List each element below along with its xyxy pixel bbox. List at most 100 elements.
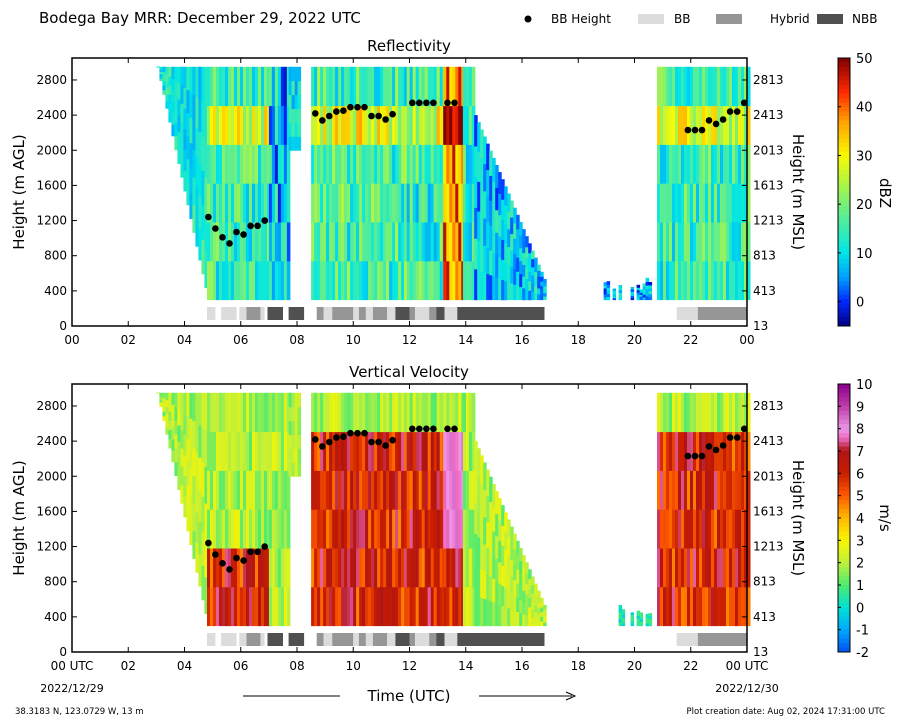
colorbar-tick-label: 3 [856,534,864,549]
colorbar-segment [838,602,850,608]
bb-type-segment [260,633,265,646]
velocity-cell [462,586,467,627]
velocity-cell [258,586,262,627]
velocity-cell [687,586,691,627]
bb-height-point [326,112,333,120]
reflectivity-cell [401,105,405,145]
velocity-cell [465,509,470,549]
reflectivity-cell [537,282,541,289]
reflectivity-cell [433,260,438,301]
velocity-cell [495,491,499,514]
reflectivity-cell [483,190,487,219]
velocity-cell [386,392,390,433]
bb-type-segment [239,307,247,320]
reflectivity-cell [507,264,511,283]
velocity-cell [418,470,423,510]
bb-height-point [333,108,340,115]
velocity-cell [317,586,321,627]
velocity-cell [347,470,351,510]
reflectivity-cell [297,94,302,109]
colorbar-segment [838,267,850,273]
colorbar-tick-label: 8 [856,423,864,438]
velocity-cell [258,548,262,588]
velocity-cell [498,540,502,563]
reflectivity-cell [359,144,363,184]
reflectivity-cell [389,260,393,301]
velocity-cell [386,548,390,588]
velocity-cell [317,392,321,433]
velocity-cell [741,392,745,433]
reflectivity-cell [458,260,462,301]
velocity-cell [277,509,282,549]
reflectivity-cell [474,268,478,301]
velocity-cell [436,431,441,471]
velocity-cell [171,404,175,417]
reflectivity-cell [639,296,644,299]
reflectivity-cell [271,105,276,145]
colorbar-segment [838,482,850,488]
reflectivity-cell [368,260,372,301]
velocity-cell [392,431,396,471]
bb-type-segment [323,307,333,320]
x-tick-label: 18 [571,333,586,347]
bb-height-point [416,425,423,433]
colorbar-segment [838,71,850,77]
reflectivity-cell [696,183,700,223]
velocity-cell [261,392,265,433]
reflectivity-cell [314,260,318,301]
reflectivity-cell [368,183,372,223]
velocity-cell [663,586,667,627]
colorbar-segment [838,165,850,171]
velocity-cell [268,431,273,471]
reflectivity-cell [455,144,459,184]
velocity-cell [452,470,456,510]
reflectivity-cell [359,260,363,301]
colorbar-segment [838,571,850,577]
velocity-cell [252,470,256,510]
colorbar-segment [838,129,850,135]
bb-type-segment [457,633,545,646]
velocity-cell [744,509,748,549]
velocity-cell [705,548,709,588]
velocity-cell [507,519,511,538]
reflectivity-cell [421,260,426,301]
velocity-cell [693,509,697,549]
reflectivity-cell [433,222,438,262]
velocity-cell [297,448,302,463]
velocity-cell [332,431,336,471]
reflectivity-cell [427,105,432,145]
velocity-cell [314,509,318,549]
y-tick-label: 2400 [36,434,67,448]
bb-height-point [423,425,430,433]
velocity-cell [392,470,396,510]
velocity-cell [311,509,315,549]
velocity-cell [687,548,691,588]
velocity-cell [618,615,623,620]
colorbar-segment [838,214,850,220]
reflectivity-cell [210,222,214,262]
reflectivity-cell [297,80,302,96]
reflectivity-cell [177,99,181,116]
velocity-cell [645,623,650,627]
colorbar-segment [838,558,850,564]
reflectivity-cell [225,105,229,145]
reflectivity-cell [389,222,393,262]
reflectivity-cell [240,260,244,301]
y-tick-label-right: 1613 [753,504,784,518]
y-tick-label: 800 [44,575,67,589]
colorbar-tick-label: 7 [856,445,864,460]
reflectivity-cell [189,168,193,194]
velocity-cell [705,509,709,549]
velocity-cell [636,613,641,617]
reflectivity-cell [213,183,217,223]
reflectivity-cell [350,222,354,262]
bb-type-segment [221,633,237,646]
reflectivity-cell [228,144,232,184]
reflectivity-cell [645,281,650,286]
velocity-cell [207,470,211,510]
reflectivity-cell [359,183,363,223]
reflectivity-cell [207,144,211,184]
reflectivity-cell [165,101,169,109]
colorbar-segment [838,174,850,180]
velocity-cell [377,509,381,549]
